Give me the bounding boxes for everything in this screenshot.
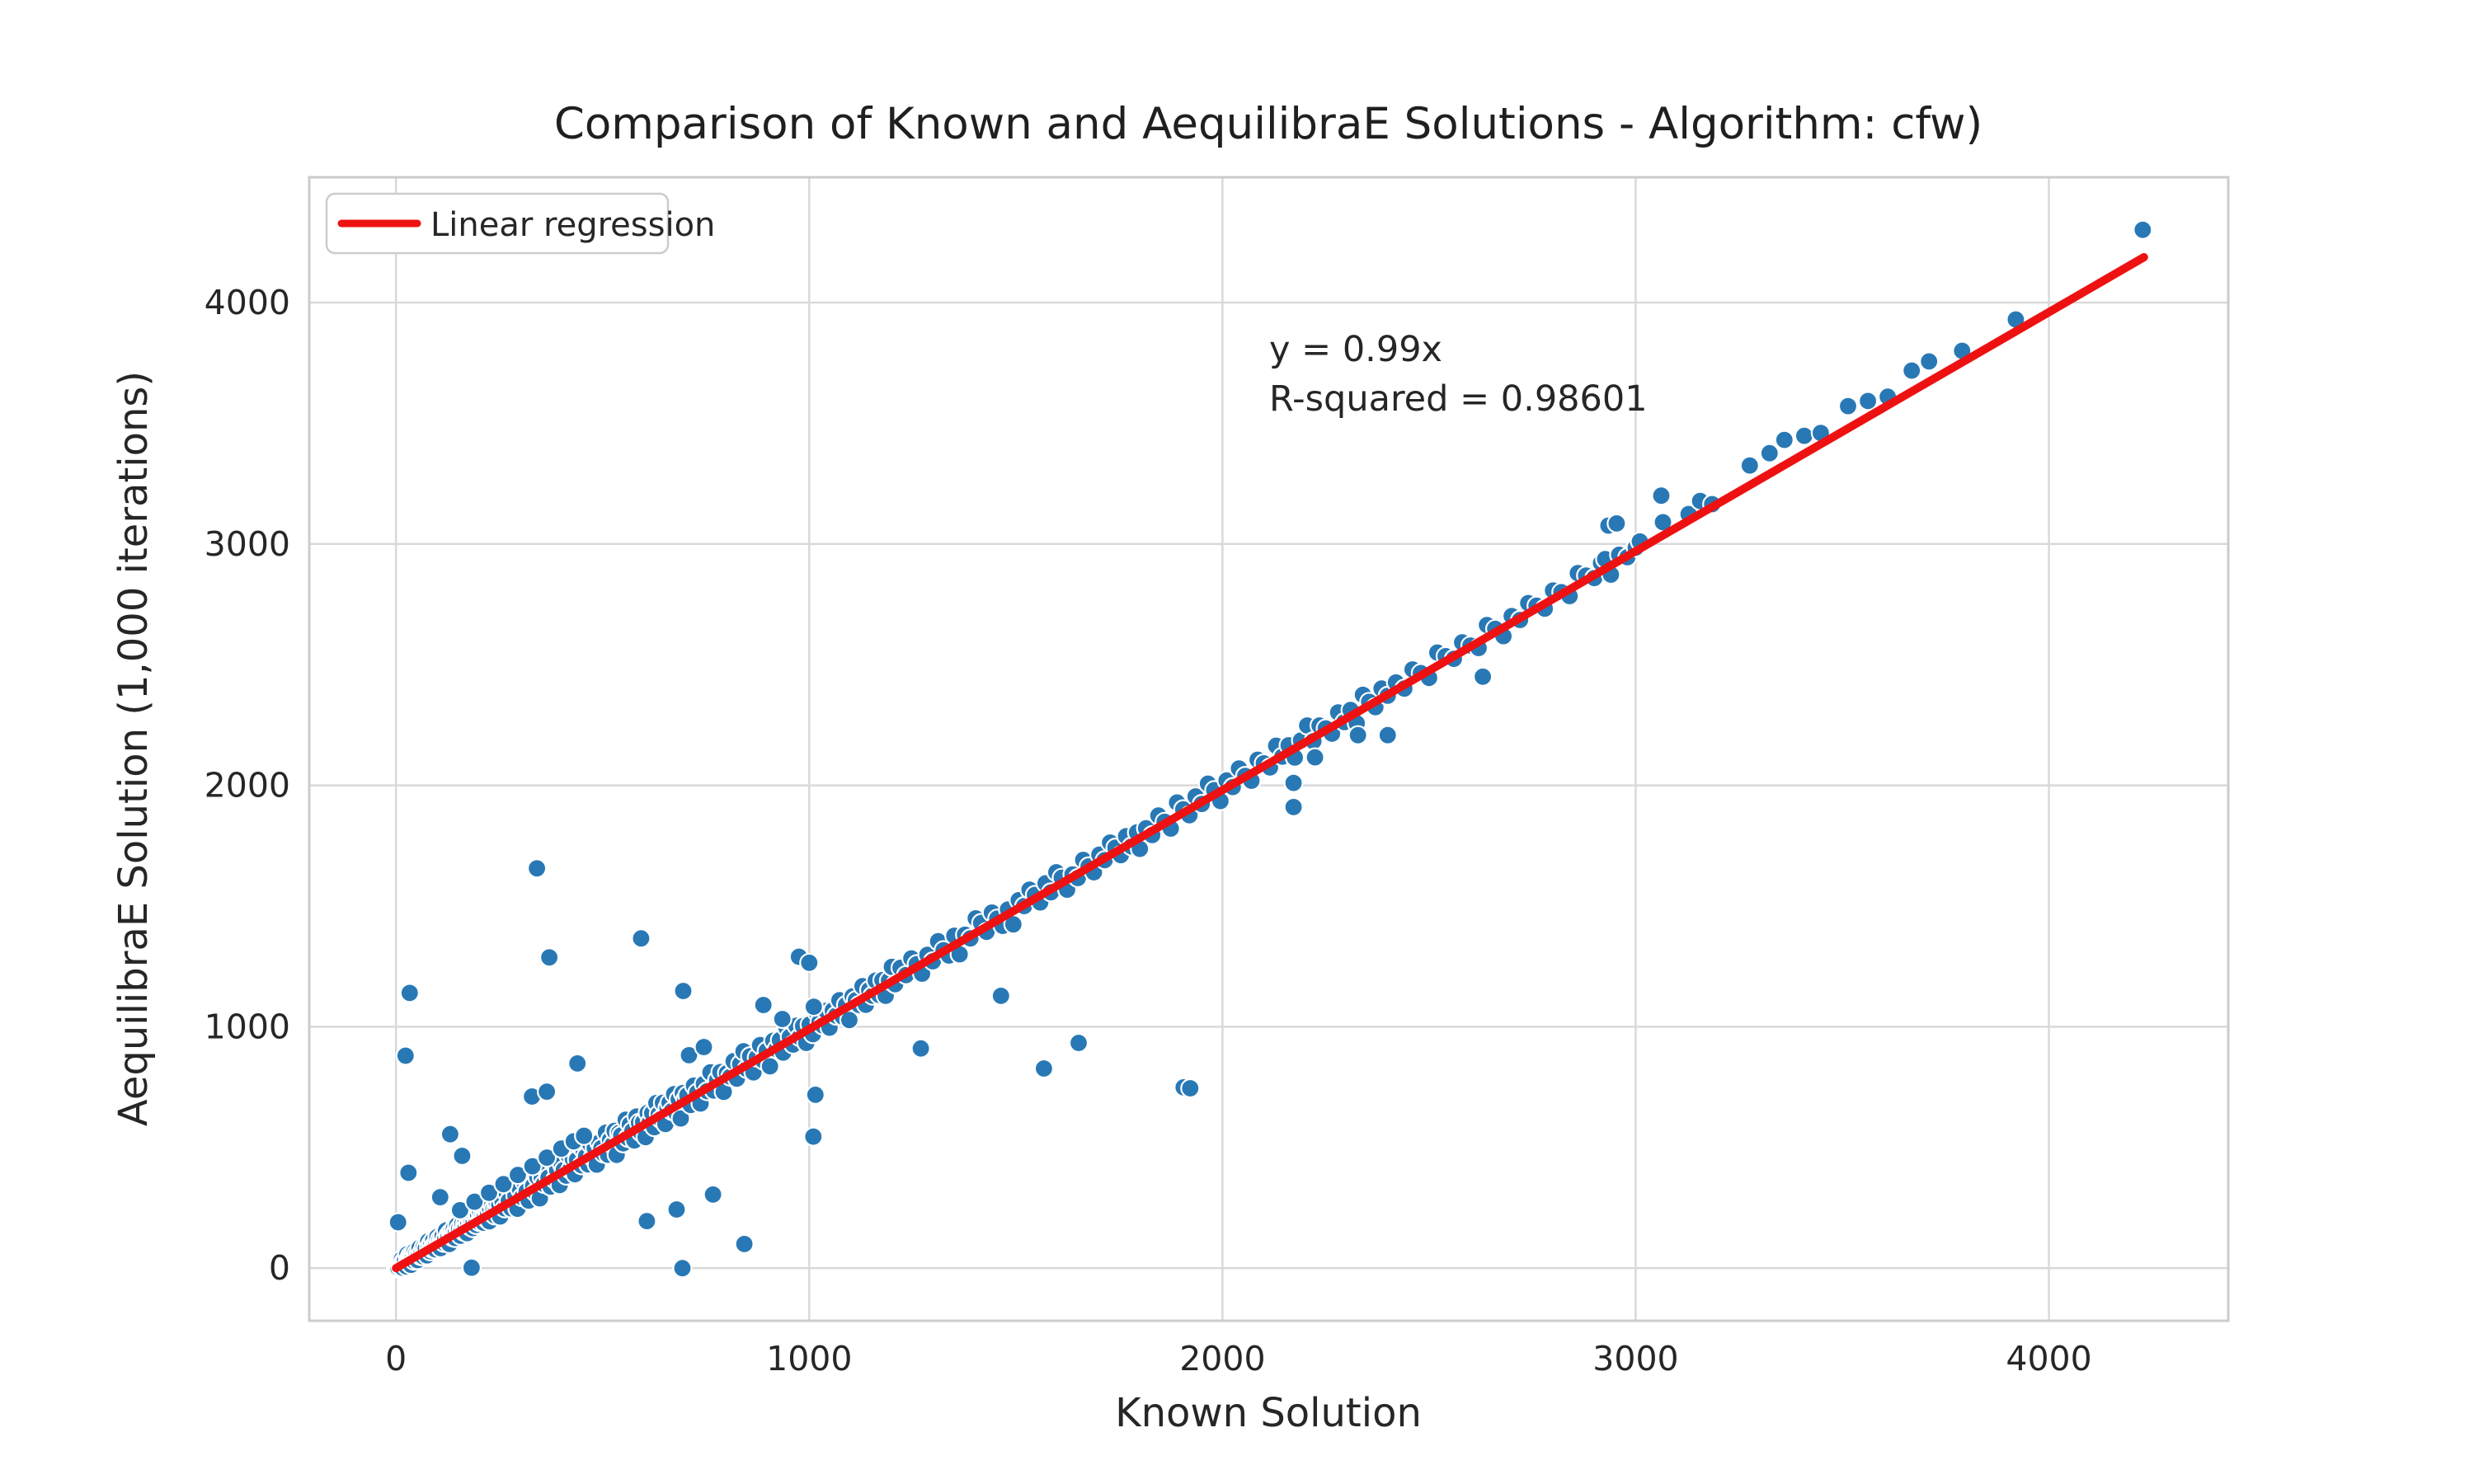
scatter-point xyxy=(1283,796,1304,818)
y-tick-label: 0 xyxy=(269,1248,290,1288)
scatter-point xyxy=(760,1056,780,1077)
x-tick-label: 1000 xyxy=(766,1339,852,1378)
scatter-point xyxy=(1377,725,1398,745)
scatter-point xyxy=(1068,1032,1089,1054)
scatter-point xyxy=(388,1212,408,1233)
legend-box xyxy=(325,192,670,255)
scatter-point xyxy=(539,947,560,968)
scatter-point xyxy=(461,1257,482,1278)
y-axis-tick-labels: 0 1000 2000 3000 4000 xyxy=(205,283,290,1288)
scatter-point xyxy=(1283,773,1304,793)
scatter-point xyxy=(440,1124,461,1144)
x-tick-label: 2000 xyxy=(1179,1339,1265,1378)
scatter-point xyxy=(1472,666,1493,687)
scatter-point xyxy=(803,996,824,1017)
scatter-point xyxy=(734,1233,755,1255)
y-axis-label: AequilibraE Solution (1,000 iterations) xyxy=(111,371,157,1126)
regression-line xyxy=(392,253,2148,1273)
scatter-point xyxy=(452,1145,473,1167)
scatter-point xyxy=(399,983,420,1003)
scatter-point xyxy=(507,1164,529,1186)
scatter-point xyxy=(670,1108,691,1129)
y-tick-label: 3000 xyxy=(205,524,290,564)
scatter-point xyxy=(1919,351,1940,372)
annotation-equation: y = 0.99x xyxy=(1269,329,1442,370)
scatter-point xyxy=(1902,360,1922,381)
scatter-point xyxy=(672,1258,693,1279)
scatter-point xyxy=(464,1191,485,1212)
scatter-point xyxy=(839,1010,860,1031)
scatter-point xyxy=(536,1081,557,1102)
y-tick-label: 1000 xyxy=(205,1007,290,1046)
legend-label: Linear regression xyxy=(430,206,715,244)
scatter-point xyxy=(478,1182,500,1203)
scatter-point xyxy=(526,858,548,879)
plot-area-border xyxy=(308,176,2230,1322)
scatter-point xyxy=(805,1084,825,1106)
x-tick-label: 3000 xyxy=(1592,1339,1678,1378)
scatter-point xyxy=(493,1174,514,1195)
x-tick-label: 4000 xyxy=(2006,1339,2091,1378)
y-tick-label: 4000 xyxy=(205,283,290,322)
scatter-point xyxy=(1739,455,1760,476)
y-tick-label: 2000 xyxy=(205,766,290,805)
scatter-point xyxy=(1759,443,1780,463)
scatter-point xyxy=(631,928,651,949)
scatter-point xyxy=(1348,725,1368,745)
scatter-point xyxy=(753,994,774,1016)
scatter-point xyxy=(673,980,694,1002)
scatter-point xyxy=(679,1045,699,1066)
scatter-point xyxy=(666,1199,687,1220)
scatter-point xyxy=(395,1045,416,1066)
scatter-point xyxy=(799,952,820,973)
scatter-point xyxy=(449,1200,471,1221)
scatter-point xyxy=(703,1184,723,1205)
scatter-point xyxy=(910,1038,931,1059)
scatter-point xyxy=(2133,219,2153,240)
scatter-point xyxy=(1305,747,1325,768)
scatter-point xyxy=(1794,425,1814,446)
legend: Linear regression xyxy=(325,192,715,255)
scatter-point xyxy=(430,1186,450,1208)
scatter-point xyxy=(1858,391,1879,411)
scatter-point xyxy=(637,1210,657,1232)
scatter-point xyxy=(1774,430,1794,450)
scatter-point xyxy=(990,985,1011,1007)
scatter-point xyxy=(1651,486,1672,506)
scatter-point xyxy=(772,1008,793,1030)
scatter-point xyxy=(1837,396,1859,416)
scatter-point xyxy=(567,1053,588,1074)
regression-line-path xyxy=(392,253,2148,1273)
scatter-point xyxy=(536,1147,557,1168)
x-tick-label: 0 xyxy=(385,1339,407,1378)
chart-title: Comparison of Known and AequilibraE Solu… xyxy=(554,99,1982,149)
scatter-point xyxy=(694,1036,714,1058)
x-axis-label: Known Solution xyxy=(1115,1390,1422,1436)
scatter-point xyxy=(1033,1058,1055,1079)
scatter-point xyxy=(1180,1078,1201,1099)
annotation-r-squared: R-squared = 0.98601 xyxy=(1269,378,1648,420)
scatter-point xyxy=(1606,513,1627,534)
grid-lines xyxy=(309,177,2228,1321)
x-axis-tick-labels: 0 1000 2000 3000 4000 xyxy=(385,1339,2092,1378)
scatter-point xyxy=(803,1126,824,1147)
scatter-point xyxy=(574,1125,595,1146)
scatter-point xyxy=(522,1156,543,1176)
scatter-point xyxy=(398,1162,419,1183)
